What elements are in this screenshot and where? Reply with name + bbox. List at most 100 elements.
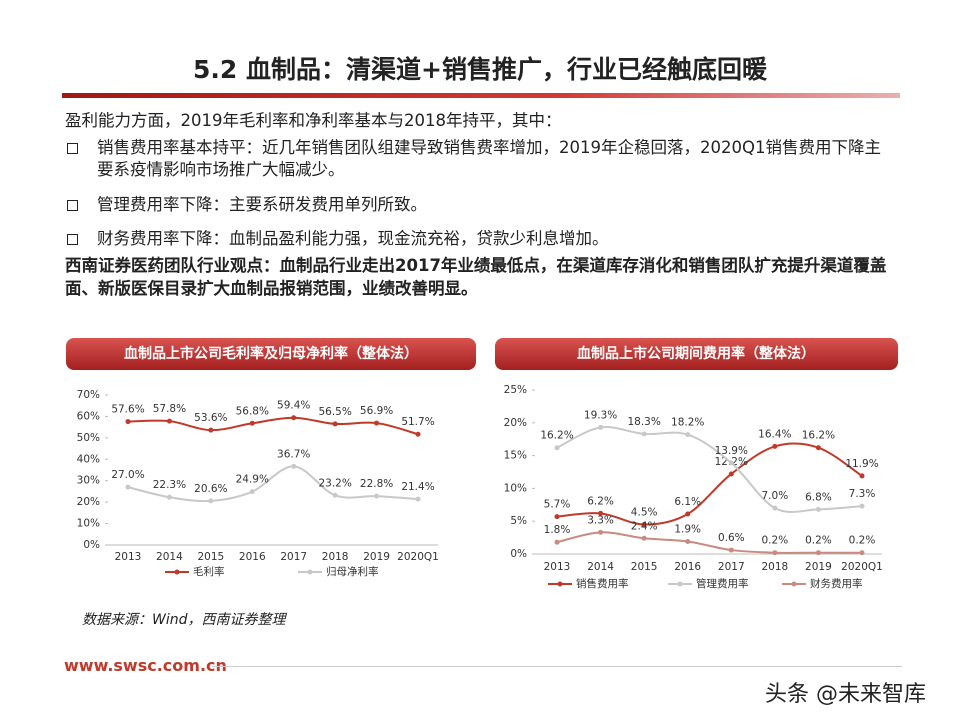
footer-url: www.swsc.com.cn bbox=[64, 656, 227, 675]
title-rule bbox=[62, 93, 900, 98]
data-label: 59.4% bbox=[277, 400, 310, 412]
legend-marker bbox=[307, 569, 313, 575]
data-label: 7.3% bbox=[849, 488, 876, 500]
data-label: 18.3% bbox=[627, 416, 660, 428]
point bbox=[166, 418, 172, 424]
bullet-text: 销售费用率基本持平：近几年销售团队组建导致销售费率增加，2019年企稳回落，20… bbox=[97, 138, 881, 179]
x-tick-label: 2020Q1 bbox=[841, 561, 883, 573]
x-tick-label: 2019 bbox=[363, 551, 390, 563]
point bbox=[728, 471, 734, 477]
x-tick-label: 2013 bbox=[115, 551, 142, 563]
y-tick-label: 10% bbox=[77, 518, 100, 530]
bullet-text: 管理费用率下降：主要系研发费用单列所致。 bbox=[97, 195, 427, 214]
x-tick-label: 2018 bbox=[761, 561, 788, 573]
point bbox=[685, 432, 691, 438]
data-label: 0.2% bbox=[762, 535, 789, 547]
y-tick-label: 50% bbox=[77, 432, 100, 444]
bullet-text: 财务费用率下降：血制品盈利能力强，现金流充裕，贷款少利息增加。 bbox=[97, 229, 609, 248]
point bbox=[291, 415, 297, 421]
point bbox=[815, 445, 821, 451]
x-tick-label: 2016 bbox=[239, 551, 266, 563]
data-label: 6.2% bbox=[587, 495, 614, 507]
y-tick-label: 20% bbox=[504, 417, 527, 429]
data-label: 19.3% bbox=[584, 409, 617, 421]
data-label: 21.4% bbox=[401, 481, 434, 493]
y-tick-label: 15% bbox=[504, 450, 527, 462]
series-line bbox=[556, 531, 862, 554]
point bbox=[332, 492, 338, 498]
x-tick-label: 2017 bbox=[280, 551, 307, 563]
x-tick-label: 2013 bbox=[544, 561, 571, 573]
legend-marker bbox=[791, 581, 797, 587]
x-tick-label: 2017 bbox=[718, 561, 745, 573]
viewpoint: 西南证券医药团队行业观点：血制品行业走出2017年业绩最低点，在渠道库存消化和销… bbox=[65, 256, 887, 298]
data-label: 20.6% bbox=[194, 483, 227, 495]
legend-label: 财务费用率 bbox=[810, 577, 863, 590]
point bbox=[374, 493, 380, 499]
footer-line bbox=[212, 666, 902, 667]
legend-label: 销售费用率 bbox=[576, 577, 629, 590]
data-label: 2.4% bbox=[631, 520, 658, 532]
point bbox=[208, 498, 214, 504]
data-label: 0.6% bbox=[718, 532, 745, 544]
data-label: 56.8% bbox=[236, 405, 269, 417]
data-label: 11.9% bbox=[845, 458, 878, 470]
point bbox=[815, 550, 821, 556]
point bbox=[291, 463, 297, 469]
data-label: 1.9% bbox=[674, 524, 701, 536]
data-label: 36.7% bbox=[277, 448, 310, 460]
watermark: 头条 @未来智库 bbox=[765, 682, 926, 707]
legend-label: 管理费用率 bbox=[696, 577, 749, 590]
x-tick-label: 2014 bbox=[156, 551, 183, 563]
data-label: 57.8% bbox=[153, 403, 186, 415]
y-tick-label: 10% bbox=[504, 482, 527, 494]
legend-marker bbox=[677, 581, 683, 587]
y-tick-label: 5% bbox=[510, 515, 527, 527]
data-label: 16.2% bbox=[540, 430, 573, 442]
data-label: 57.6% bbox=[111, 404, 144, 416]
y-tick-label: 60% bbox=[77, 410, 100, 422]
data-label: 13.9% bbox=[715, 445, 748, 457]
data-label: 27.0% bbox=[111, 469, 144, 481]
data-label: 6.8% bbox=[805, 491, 832, 503]
point bbox=[554, 514, 560, 520]
chart-header bbox=[66, 338, 476, 370]
point bbox=[641, 521, 647, 527]
intro: 盈利能力方面，2019年毛利率和净利率基本与2018年持平，其中： bbox=[65, 111, 562, 130]
data-label: 22.3% bbox=[153, 479, 186, 491]
bullet: 管理费用率下降：主要系研发费用单列所致。 bbox=[67, 194, 887, 216]
point bbox=[415, 431, 421, 437]
point bbox=[859, 550, 865, 556]
point bbox=[859, 503, 865, 509]
y-tick-label: 30% bbox=[77, 475, 100, 487]
y-tick-label: 70% bbox=[77, 389, 100, 401]
x-tick-label: 2016 bbox=[674, 561, 701, 573]
data-label: 22.8% bbox=[360, 478, 393, 490]
point bbox=[772, 550, 778, 556]
point bbox=[685, 511, 691, 517]
legend-marker bbox=[174, 569, 180, 575]
slide-title: 5.2 血制品：清渠道+销售推广，行业已经触底回暖 bbox=[193, 55, 767, 84]
point bbox=[859, 473, 865, 479]
point bbox=[772, 505, 778, 511]
data-label: 5.7% bbox=[544, 499, 571, 511]
point bbox=[598, 529, 604, 535]
point bbox=[415, 496, 421, 502]
point bbox=[249, 420, 255, 426]
legend-label: 毛利率 bbox=[193, 565, 225, 578]
point bbox=[728, 460, 734, 466]
point bbox=[208, 427, 214, 433]
data-label: 18.2% bbox=[671, 417, 704, 429]
bullet: 财务费用率下降：血制品盈利能力强，现金流充裕，贷款少利息增加。 bbox=[67, 228, 887, 250]
data-label: 6.1% bbox=[674, 496, 701, 508]
series-line bbox=[556, 442, 863, 526]
data-label: 1.8% bbox=[544, 524, 571, 536]
point bbox=[685, 539, 691, 545]
y-tick-label: 0% bbox=[510, 548, 527, 560]
data-label: 7.0% bbox=[762, 490, 789, 502]
point bbox=[166, 494, 172, 500]
point bbox=[598, 510, 604, 516]
x-tick-label: 2015 bbox=[197, 551, 224, 563]
data-label: 51.7% bbox=[401, 416, 434, 428]
x-tick-label: 2014 bbox=[587, 561, 614, 573]
